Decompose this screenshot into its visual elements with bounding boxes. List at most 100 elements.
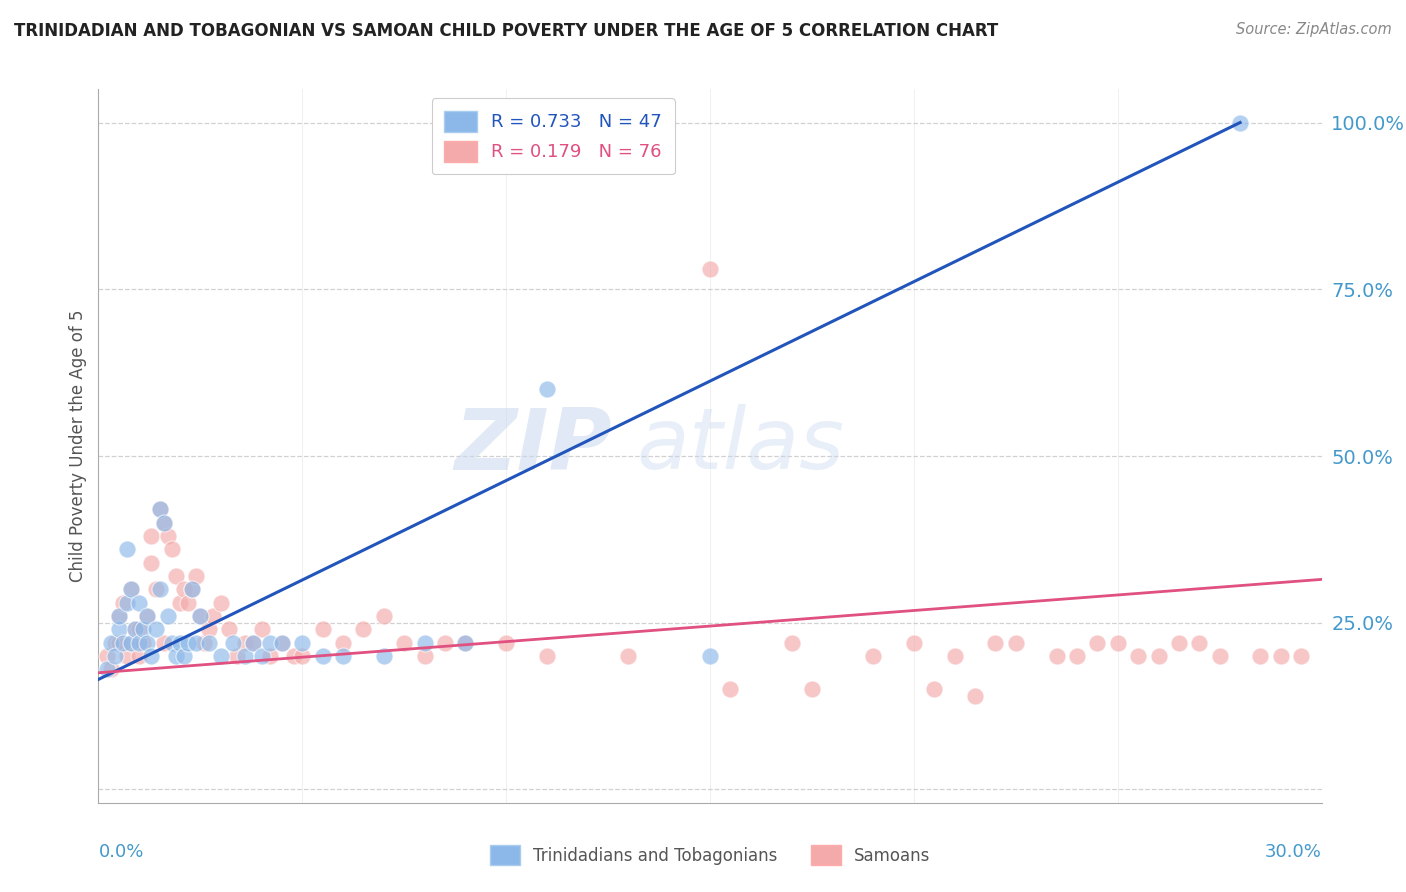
Point [434, 636, 457, 650]
Point [270, 636, 294, 650]
Point [1147, 649, 1170, 664]
Point [1291, 649, 1313, 664]
Point [111, 596, 134, 610]
Point [780, 636, 803, 650]
Point [186, 569, 208, 583]
Point [862, 649, 884, 664]
Point [922, 682, 945, 697]
Point [181, 582, 204, 597]
Point [250, 623, 273, 637]
Point [1270, 649, 1292, 664]
Point [149, 502, 172, 516]
Point [141, 556, 163, 570]
Point [250, 649, 273, 664]
Point [1229, 115, 1251, 129]
Point [413, 649, 436, 664]
Point [124, 623, 146, 637]
Point [201, 609, 224, 624]
Point [169, 636, 191, 650]
Point [495, 636, 517, 650]
Point [145, 582, 167, 597]
Point [1249, 649, 1271, 664]
Point [160, 636, 183, 650]
Text: ZIP: ZIP [454, 404, 612, 488]
Point [152, 636, 174, 650]
Point [152, 516, 174, 530]
Point [903, 636, 925, 650]
Point [100, 662, 122, 676]
Point [222, 636, 245, 650]
Point [197, 623, 219, 637]
Point [226, 649, 249, 664]
Text: 0.0%: 0.0% [98, 843, 143, 861]
Point [128, 649, 150, 664]
Point [1045, 649, 1069, 664]
Point [160, 542, 183, 557]
Point [177, 596, 200, 610]
Point [100, 636, 122, 650]
Point [965, 689, 987, 703]
Point [108, 609, 131, 624]
Point [1004, 636, 1026, 650]
Point [801, 682, 824, 697]
Point [104, 636, 127, 650]
Text: Source: ZipAtlas.com: Source: ZipAtlas.com [1236, 22, 1392, 37]
Point [291, 649, 314, 664]
Point [156, 529, 179, 543]
Point [259, 636, 281, 650]
Point [413, 636, 436, 650]
Point [943, 649, 966, 664]
Point [115, 649, 138, 664]
Point [617, 649, 640, 664]
Point [108, 623, 131, 637]
Point [111, 636, 134, 650]
Point [193, 636, 215, 650]
Y-axis label: Child Poverty Under the Age of 5: Child Poverty Under the Age of 5 [69, 310, 87, 582]
Point [699, 649, 721, 664]
Point [242, 636, 264, 650]
Point [984, 636, 1007, 650]
Point [186, 636, 208, 650]
Point [124, 623, 146, 637]
Point [120, 636, 142, 650]
Point [96, 662, 118, 676]
Point [104, 649, 127, 664]
Point [149, 502, 172, 516]
Point [128, 596, 150, 610]
Point [197, 636, 219, 650]
Point [312, 649, 335, 664]
Point [332, 649, 354, 664]
Point [312, 623, 335, 637]
Point [218, 623, 240, 637]
Point [96, 649, 118, 664]
Point [699, 262, 721, 277]
Point [173, 649, 195, 664]
Point [242, 636, 264, 650]
Point [352, 623, 374, 637]
Point [332, 636, 354, 650]
Text: atlas: atlas [637, 404, 845, 488]
Point [173, 582, 195, 597]
Point [181, 582, 204, 597]
Point [1107, 636, 1129, 650]
Point [141, 649, 163, 664]
Point [209, 649, 232, 664]
Point [1085, 636, 1108, 650]
Point [536, 649, 558, 664]
Point [373, 609, 395, 624]
Point [283, 649, 305, 664]
Point [259, 649, 281, 664]
Point [270, 636, 294, 650]
Point [120, 582, 142, 597]
Point [128, 623, 150, 637]
Point [233, 636, 256, 650]
Point [108, 609, 131, 624]
Legend: Trinidadians and Tobagonians, Samoans: Trinidadians and Tobagonians, Samoans [481, 837, 939, 873]
Point [291, 636, 314, 650]
Point [1066, 649, 1088, 664]
Point [120, 582, 142, 597]
Point [718, 682, 742, 697]
Point [233, 649, 256, 664]
Point [165, 649, 187, 664]
Point [1167, 636, 1189, 650]
